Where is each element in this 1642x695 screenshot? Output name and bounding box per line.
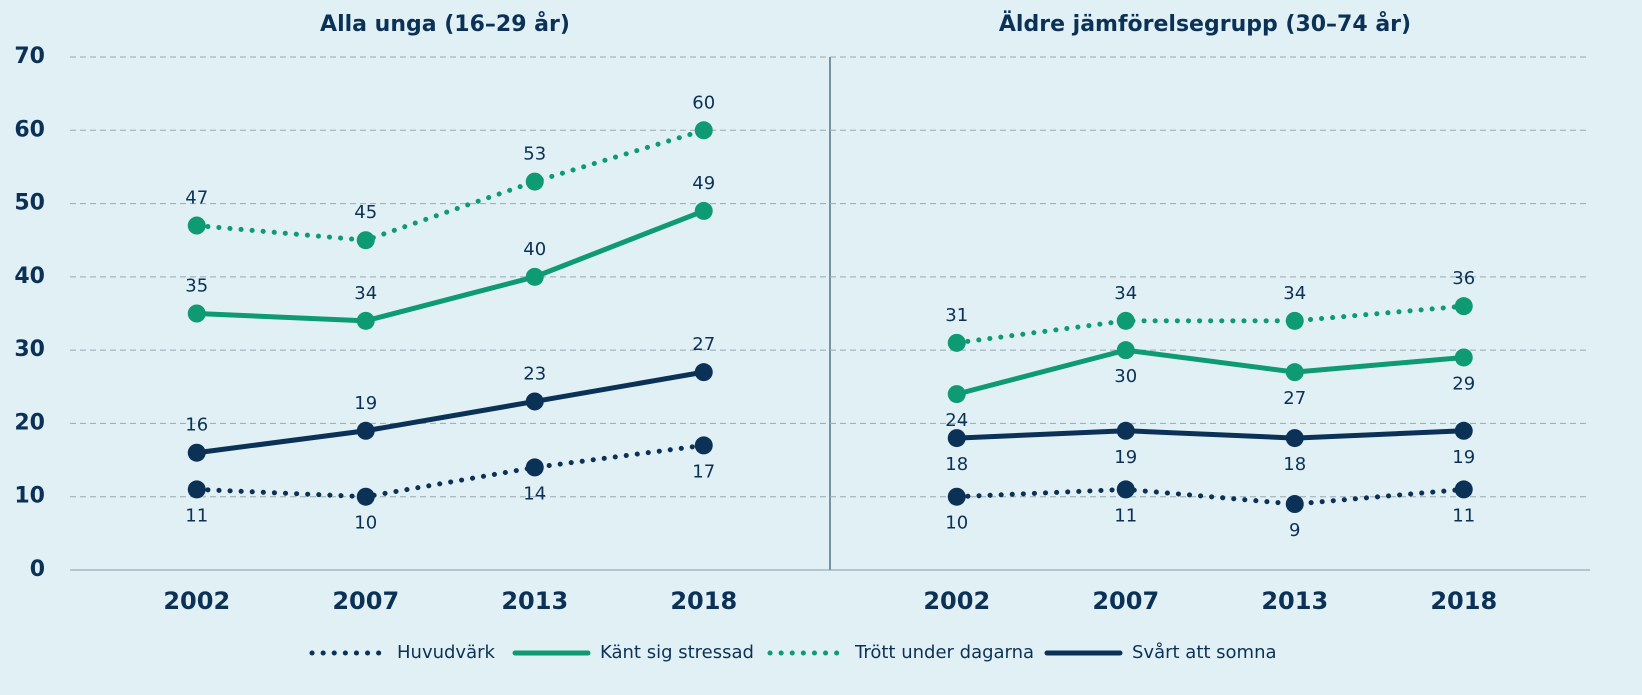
data-label: 34 xyxy=(1283,283,1306,304)
point xyxy=(947,385,966,404)
x-tick-label: 2007 xyxy=(1092,587,1159,615)
data-label: 29 xyxy=(1452,373,1475,394)
point xyxy=(187,480,206,499)
series-line: Trött under dagarna xyxy=(954,303,1467,346)
data-label: 19 xyxy=(354,393,377,414)
data-label: 18 xyxy=(1283,454,1306,475)
point xyxy=(694,201,713,220)
x-tick-label: 2018 xyxy=(670,587,737,615)
y-tick-label: 50 xyxy=(14,191,45,216)
data-label: 10 xyxy=(354,513,377,534)
point xyxy=(187,216,206,235)
data-label: 23 xyxy=(523,363,546,384)
data-label: 9 xyxy=(1289,520,1300,541)
data-label: 19 xyxy=(1452,447,1475,468)
series-line: Känt sig stressad xyxy=(954,347,1467,397)
x-tick-label: 2007 xyxy=(332,587,399,615)
point xyxy=(525,172,544,191)
point xyxy=(1285,429,1304,448)
point xyxy=(1454,348,1473,367)
point xyxy=(947,333,966,352)
data-label: 34 xyxy=(354,283,377,304)
point xyxy=(356,487,375,506)
chart-title: Alla unga (16–29 år) xyxy=(320,11,570,37)
point xyxy=(1454,480,1473,499)
y-tick-label: 60 xyxy=(14,117,45,142)
data-label: 14 xyxy=(523,483,546,504)
series-line xyxy=(194,442,707,500)
point xyxy=(694,121,713,140)
y-tick-label: 10 xyxy=(14,484,45,509)
point xyxy=(1285,363,1304,382)
point xyxy=(694,436,713,455)
point xyxy=(1285,495,1304,514)
series-line: Huvudvärk xyxy=(954,486,1467,507)
data-label: 31 xyxy=(945,305,968,326)
data-label: 11 xyxy=(1452,505,1475,526)
data-label: 27 xyxy=(692,334,715,355)
data-label: 10 xyxy=(945,513,968,534)
point xyxy=(1454,421,1473,440)
data-label: 17 xyxy=(692,461,715,482)
point xyxy=(525,392,544,411)
series-line xyxy=(194,208,707,324)
point xyxy=(356,311,375,330)
point xyxy=(356,231,375,250)
data-label: 49 xyxy=(692,173,715,194)
point xyxy=(1116,341,1135,360)
data-label: 11 xyxy=(185,505,208,526)
point xyxy=(1285,311,1304,330)
data-label: 60 xyxy=(692,92,715,113)
series-line xyxy=(194,127,707,243)
point xyxy=(1116,311,1135,330)
data-label: 40 xyxy=(523,239,546,260)
data-label: 45 xyxy=(354,202,377,223)
data-label: 27 xyxy=(1283,388,1306,409)
legend-label: Svårt att somna xyxy=(1132,642,1277,663)
point xyxy=(1116,421,1135,440)
y-tick-label: 40 xyxy=(14,264,45,289)
y-tick-label: 0 xyxy=(30,557,45,582)
point xyxy=(1454,297,1473,316)
point xyxy=(947,429,966,448)
legend-label: Känt sig stressad xyxy=(600,642,754,663)
data-label: 19 xyxy=(1114,447,1137,468)
point xyxy=(356,421,375,440)
point xyxy=(187,304,206,323)
data-label: 11 xyxy=(1114,505,1137,526)
data-label: 53 xyxy=(523,144,546,165)
x-tick-label: 2002 xyxy=(923,587,990,615)
legend-label: Trött under dagarna xyxy=(854,642,1034,663)
x-tick-label: 2013 xyxy=(1261,587,1328,615)
chart-title: Äldre jämförelsegrupp (30–74 år) xyxy=(999,11,1411,37)
x-tick-label: 2018 xyxy=(1430,587,1497,615)
point xyxy=(694,363,713,382)
data-label: 24 xyxy=(945,410,968,431)
point xyxy=(525,267,544,286)
data-label: 35 xyxy=(185,276,208,297)
y-tick-label: 70 xyxy=(14,44,45,69)
data-label: 16 xyxy=(185,415,208,436)
point xyxy=(187,443,206,462)
x-tick-label: 2013 xyxy=(501,587,568,615)
data-label: 47 xyxy=(185,188,208,209)
x-tick-label: 2002 xyxy=(163,587,230,615)
point xyxy=(1116,480,1135,499)
point xyxy=(947,487,966,506)
data-label: 18 xyxy=(945,454,968,475)
series-line: Svårt att somna xyxy=(954,428,1467,441)
data-label: 36 xyxy=(1452,268,1475,289)
data-label: 34 xyxy=(1114,283,1137,304)
y-tick-label: 30 xyxy=(14,337,45,362)
y-tick-label: 20 xyxy=(14,410,45,435)
series-line xyxy=(194,369,707,456)
legend-label: Huvudvärk xyxy=(397,642,496,663)
data-label: 30 xyxy=(1114,366,1137,387)
point xyxy=(525,458,544,477)
